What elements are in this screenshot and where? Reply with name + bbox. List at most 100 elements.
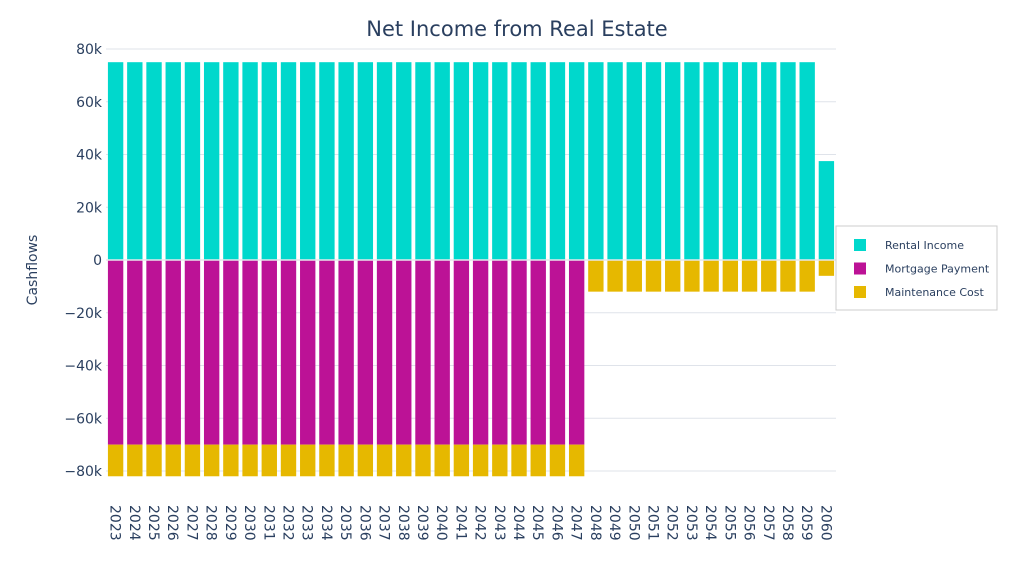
legend-label: Rental Income: [885, 239, 964, 252]
bar-rental-income-2036: [357, 62, 374, 260]
bar-mortgage-payment-2034: [319, 260, 335, 445]
bar-maintenance-cost-2055: [722, 260, 739, 292]
bar-mortgage-payment-2041: [453, 260, 470, 445]
bar-maintenance-cost-2049: [607, 260, 623, 292]
bar-rental-income-2050: [626, 62, 642, 260]
x-tick-label: 2059: [798, 505, 814, 541]
x-tick-label: 2052: [664, 505, 680, 541]
bar-rental-income-2047: [568, 62, 585, 260]
chart-title: Net Income from Real Estate: [366, 17, 667, 41]
x-tick-label: 2026: [164, 505, 180, 541]
bar-rental-income-2032: [280, 62, 297, 260]
bar-rental-income-2042: [472, 62, 489, 260]
bar-rental-income-2044: [511, 62, 527, 260]
bar-maintenance-cost-2040: [434, 444, 450, 477]
bar-rental-income-2024: [127, 62, 143, 260]
bar-mortgage-payment-2044: [511, 260, 527, 445]
legend: Rental Income Mortgage Payment Maintenance…: [835, 225, 998, 311]
bar-maintenance-cost-2026: [165, 444, 181, 477]
x-tick-label: 2058: [779, 505, 795, 541]
x-tick-label: 2054: [702, 505, 718, 541]
x-tick-label: 2047: [568, 505, 584, 541]
x-tick-label: 2038: [395, 505, 411, 541]
bar-mortgage-payment-2035: [338, 260, 354, 445]
bar-rental-income-2037: [376, 62, 393, 260]
x-tick-label: 2060: [817, 505, 833, 541]
y-tick-label: −40k: [64, 359, 103, 375]
legend-label: Maintenance Cost: [885, 286, 984, 299]
y-tick-label: 60k: [76, 95, 103, 111]
bar-rental-income-2043: [492, 62, 508, 260]
bar-maintenance-cost-2042: [472, 444, 489, 477]
x-tick-label: 2035: [337, 505, 353, 541]
x-tick-label: 2044: [510, 505, 526, 541]
bar-maintenance-cost-2027: [184, 444, 201, 477]
x-tick-label: 2039: [414, 505, 430, 541]
bar-mortgage-payment-2029: [223, 260, 239, 445]
x-tick-label: 2036: [356, 505, 372, 541]
bar-rental-income-2055: [722, 62, 739, 260]
bar-rental-income-2046: [549, 62, 566, 260]
bar-mortgage-payment-2026: [165, 260, 181, 445]
bar-rental-income-2025: [146, 62, 162, 260]
bar-maintenance-cost-2041: [453, 444, 470, 477]
x-tick-label: 2053: [683, 505, 699, 541]
bar-rental-income-2028: [203, 62, 220, 260]
bar-mortgage-payment-2039: [415, 260, 431, 445]
bar-maintenance-cost-2030: [242, 444, 258, 477]
x-tick-label: 2045: [529, 505, 545, 541]
x-tick-label: 2056: [741, 505, 757, 541]
legend-swatch: [854, 262, 866, 275]
bar-rental-income-2049: [607, 62, 623, 260]
bar-maintenance-cost-2023: [107, 444, 124, 477]
legend-swatch: [854, 286, 866, 298]
bar-rental-income-2040: [434, 62, 450, 260]
bar-mortgage-payment-2032: [280, 260, 297, 445]
x-tick-label: 2057: [760, 505, 776, 541]
bar-mortgage-payment-2037: [376, 260, 393, 445]
bar-maintenance-cost-2052: [665, 260, 681, 292]
x-tick-label: 2028: [203, 505, 219, 541]
bar-rental-income-2048: [588, 62, 604, 260]
bar-mortgage-payment-2031: [261, 260, 277, 445]
x-tick-label: 2048: [587, 505, 603, 541]
bar-maintenance-cost-2046: [549, 444, 566, 477]
bar-maintenance-cost-2045: [530, 444, 546, 477]
bar-maintenance-cost-2035: [338, 444, 354, 477]
x-tick-label: 2049: [606, 505, 622, 541]
x-tick-label: 2037: [376, 505, 392, 541]
bar-maintenance-cost-2053: [684, 260, 700, 292]
bar-maintenance-cost-2031: [261, 444, 277, 477]
bar-rental-income-2027: [184, 62, 201, 260]
bar-rental-income-2060: [818, 161, 835, 260]
x-tick-label: 2050: [625, 505, 641, 541]
bar-mortgage-payment-2038: [396, 260, 412, 445]
y-tick-label: 40k: [76, 148, 103, 164]
bar-rental-income-2031: [261, 62, 277, 260]
bar-rental-income-2057: [761, 62, 777, 260]
y-axis-label: Cashflows: [25, 235, 41, 306]
bar-maintenance-cost-2059: [799, 260, 815, 292]
y-tick-label: −20k: [64, 306, 103, 322]
legend-label: Mortgage Payment: [885, 263, 990, 276]
x-tick-label: 2029: [222, 505, 238, 541]
bar-rental-income-2039: [415, 62, 431, 260]
bar-mortgage-payment-2043: [492, 260, 508, 445]
y-tick-label: −60k: [64, 411, 103, 427]
bar-rental-income-2029: [223, 62, 239, 260]
bar-mortgage-payment-2046: [549, 260, 566, 445]
x-tick-label: 2055: [721, 505, 737, 541]
bar-mortgage-payment-2047: [568, 260, 585, 445]
x-tick-label: 2041: [452, 505, 468, 541]
bar-maintenance-cost-2043: [492, 444, 508, 477]
bar-mortgage-payment-2027: [184, 260, 201, 445]
bar-maintenance-cost-2057: [761, 260, 777, 292]
x-tick-label: 2040: [433, 505, 449, 541]
x-tick-label: 2031: [260, 505, 276, 541]
x-axis-ticks: 2023 2024 2025 2026 2027 2028 2029 2030 2031 2032…: [107, 505, 834, 541]
bar-maintenance-cost-2056: [741, 260, 758, 292]
y-axis-ticks: 80k 60k 40k 20k 0 −20k −40k −60k −80k: [64, 42, 103, 480]
bar-rental-income-2038: [396, 62, 412, 260]
bar-rental-income-2045: [530, 62, 546, 260]
